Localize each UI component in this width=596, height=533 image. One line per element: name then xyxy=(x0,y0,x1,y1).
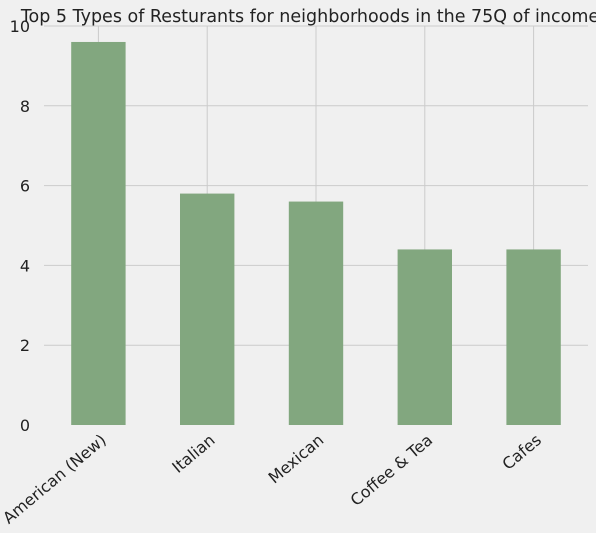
bar-cafes xyxy=(506,249,561,425)
y-tick-labels: 0 2 4 6 8 10 xyxy=(10,17,30,435)
bar-coffee-tea xyxy=(397,249,452,425)
y-tick-label: 4 xyxy=(20,256,30,275)
x-tick-label: American (New) xyxy=(0,430,110,527)
bar-mexican xyxy=(288,201,344,425)
bar-american-new xyxy=(71,41,126,426)
x-tick-labels: American (New) Italian Mexican Coffee & Tea… xyxy=(0,430,545,527)
y-tick-label: 8 xyxy=(20,97,30,116)
bar-layer xyxy=(71,41,561,426)
x-tick-label: Mexican xyxy=(265,430,328,487)
y-tick-label: 6 xyxy=(20,177,30,196)
chart-title: Top 5 Types of Resturants for neighborho… xyxy=(20,7,596,27)
x-tick-label: Cafes xyxy=(498,430,545,473)
y-tick-label: 10 xyxy=(10,17,30,36)
y-tick-label: 2 xyxy=(20,336,30,355)
y-tick-label: 0 xyxy=(20,416,30,435)
bar-italian xyxy=(180,193,235,425)
x-tick-label: Italian xyxy=(168,430,218,476)
x-tick-label: Coffee & Tea xyxy=(347,430,437,509)
